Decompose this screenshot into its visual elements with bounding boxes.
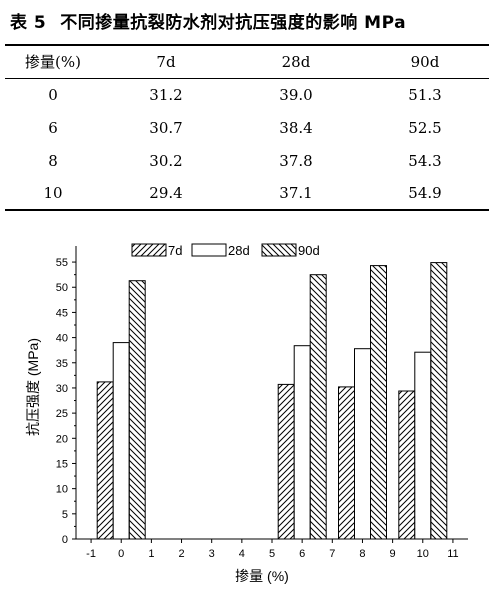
table-cell: 37.1 [231, 177, 361, 211]
table-cell: 38.4 [279, 118, 313, 137]
x-tick-label: 8 [359, 548, 365, 560]
header-7d: 7d [101, 44, 231, 79]
bar-7d-0 [96, 381, 114, 540]
x-tick-label: 7 [329, 548, 335, 560]
table-cell: 54.3 [408, 151, 442, 170]
y-tick-label: 10 [56, 484, 68, 496]
table-number: 表 5 [10, 13, 47, 33]
x-tick-label: 4 [239, 548, 245, 560]
y-tick-label: 15 [56, 458, 68, 470]
x-tick-label: 11 [447, 548, 458, 560]
x-tick-label: 10 [417, 548, 429, 560]
x-tick-label: 9 [390, 548, 396, 560]
header-90d: 90d [361, 44, 489, 79]
table-cell: 51.3 [408, 85, 442, 104]
table-cell: 54.9 [361, 177, 489, 211]
x-tick-label: 5 [269, 548, 275, 560]
x-tick-label: 1 [148, 548, 154, 560]
table-cell: 52.5 [408, 118, 442, 137]
y-tick-label: 40 [56, 333, 68, 345]
bar-28d-6 [293, 345, 311, 540]
bar-28d-10 [414, 351, 432, 540]
x-tick-label: 2 [178, 548, 184, 560]
header-28d: 28d [231, 44, 361, 79]
bar-90d-0 [128, 280, 146, 540]
table-cell: 30.7 [149, 118, 183, 137]
table-cell: 6 [48, 118, 58, 137]
table-row: 10 29.4 37.1 54.9 [5, 177, 489, 211]
table-header-row: 掺量(%) 7d 28d 90d [5, 44, 489, 79]
legend-label-28d: 28d [228, 243, 250, 258]
y-tick-label: 55 [56, 257, 68, 269]
legend-swatch-7d [131, 243, 167, 257]
chart-bars [96, 262, 448, 540]
y-tick-label: 0 [62, 534, 68, 546]
x-tick-label: 3 [209, 548, 215, 560]
table-cell: 8 [48, 151, 58, 170]
table-cell: 37.8 [279, 151, 313, 170]
x-axis-label: 掺量 (%) [235, 568, 289, 584]
y-tick-label: 25 [56, 408, 68, 420]
legend-label-7d: 7d [168, 243, 182, 258]
table-cell: 30.2 [149, 151, 183, 170]
y-tick-label: 5 [62, 509, 68, 521]
y-tick-label: 30 [56, 383, 68, 395]
bar-7d-10 [398, 390, 416, 540]
y-tick-label: 50 [56, 282, 68, 294]
bar-28d-8 [354, 348, 371, 540]
x-tick-label: 0 [118, 548, 124, 560]
table-row: 8 30.2 37.8 54.3 [5, 144, 489, 177]
bar-28d-0 [112, 342, 130, 540]
table-cell: 31.2 [149, 85, 183, 104]
table-row: 6 30.7 38.4 52.5 [5, 111, 489, 144]
table-cell: 10 [5, 177, 101, 211]
x-tick-label: 6 [299, 548, 305, 560]
table-cell: 29.4 [101, 177, 231, 211]
y-axis-label: 抗压强度 (MPa) [25, 338, 41, 436]
table-cell: 0 [48, 85, 58, 104]
y-tick-label: 20 [56, 433, 68, 445]
header-dosage: 掺量(%) [5, 44, 101, 79]
chart-legend: 7d 28d 90d [131, 243, 320, 258]
bar-90d-8 [370, 265, 387, 540]
table-cell: 39.0 [279, 85, 313, 104]
bar-90d-6 [309, 274, 327, 540]
table-title: 表 5 不同掺量抗裂防水剂对抗压强度的影响 MPa [10, 8, 490, 38]
bar-7d-8 [338, 386, 355, 540]
data-table: 掺量(%) 7d 28d 90d 0 31.2 39.0 51.3 6 30.7… [5, 44, 489, 211]
bar-7d-6 [277, 383, 295, 540]
y-tick-label: 35 [56, 358, 68, 370]
x-tick-label: -1 [86, 548, 96, 560]
y-tick-label: 45 [56, 307, 68, 319]
table-caption: 不同掺量抗裂防水剂对抗压强度的影响 MPa [60, 13, 407, 33]
table-row: 0 31.2 39.0 51.3 [5, 78, 489, 111]
legend-swatch-90d [261, 243, 297, 257]
legend-label-90d: 90d [298, 243, 320, 258]
legend-swatch-28d [191, 243, 227, 257]
bar-90d-10 [430, 262, 448, 540]
